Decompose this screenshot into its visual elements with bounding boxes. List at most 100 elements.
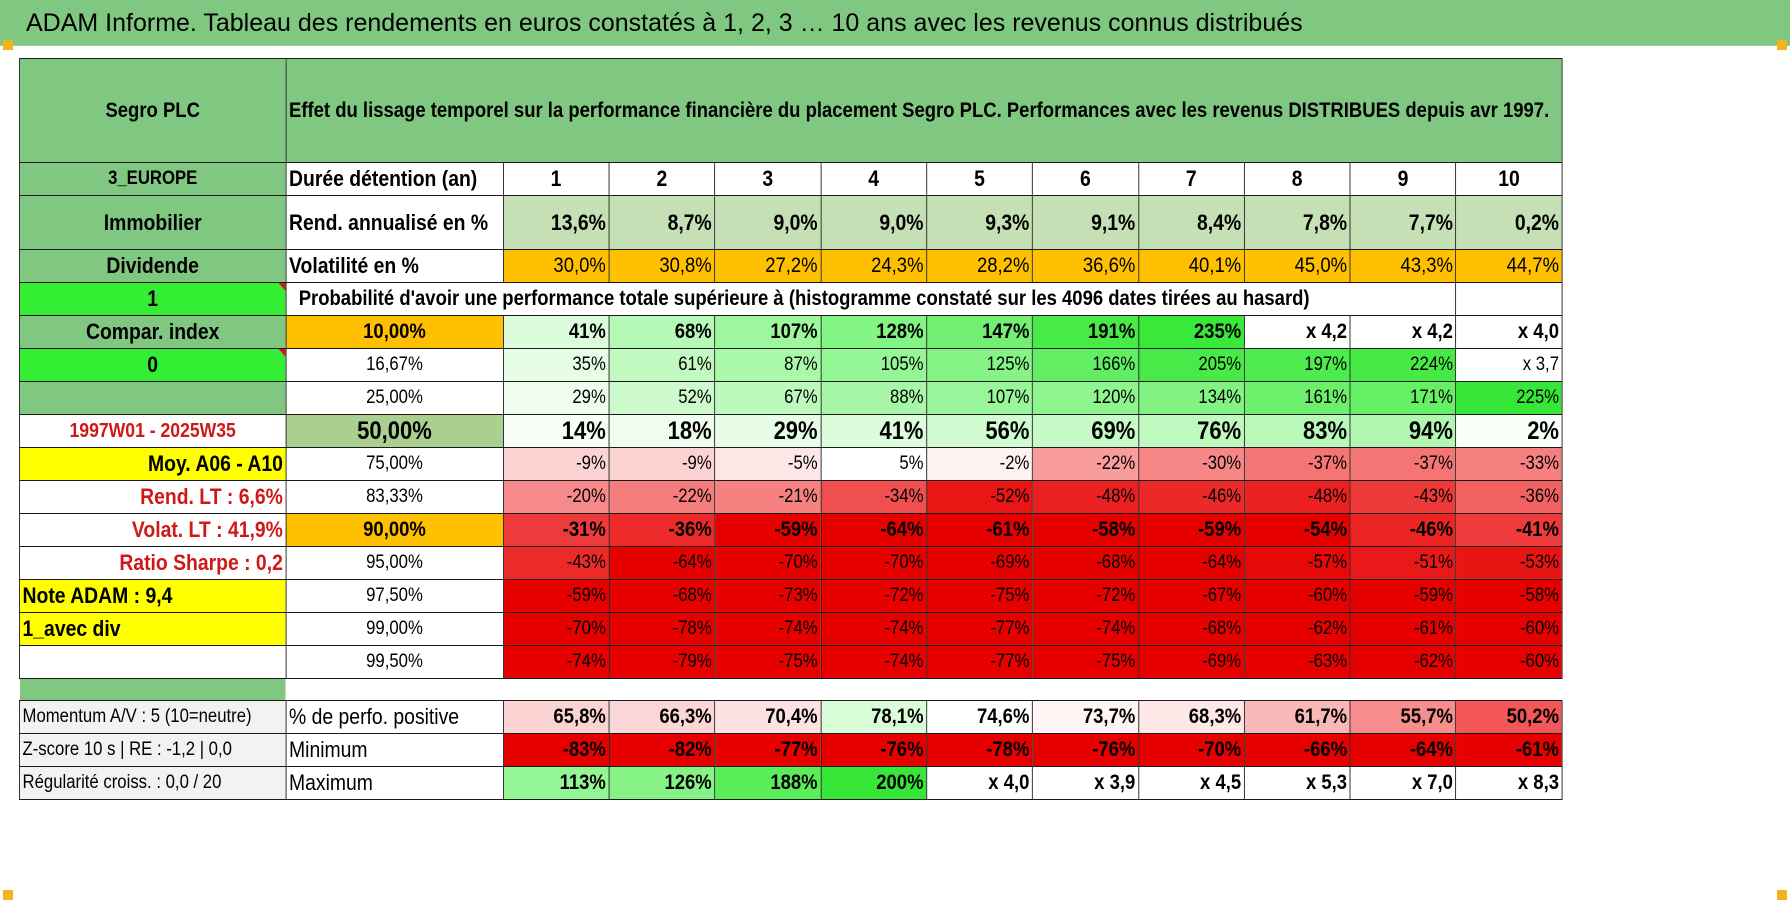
note-adam-cell[interactable]: Note ADAM : 9,4: [19, 579, 287, 613]
probability-threshold-cell[interactable]: 95,00%: [285, 546, 504, 580]
prob-value-cell[interactable]: -36%: [608, 513, 716, 547]
prob-value-cell[interactable]: -75%: [926, 579, 1033, 613]
bottom-value-cell[interactable]: x 7,0: [1349, 766, 1457, 800]
prob-value-cell[interactable]: -74%: [502, 645, 610, 679]
prob-value-cell[interactable]: -63%: [1243, 645, 1351, 679]
prob-value-cell[interactable]: -69%: [1137, 645, 1245, 679]
sharpe-cell[interactable]: Ratio Sharpe : 0,2: [19, 546, 287, 580]
vol-value-cell[interactable]: 30,8%: [608, 249, 716, 283]
prob-value-cell[interactable]: 134%: [1137, 381, 1245, 415]
rend-value-cell[interactable]: 13,6%: [502, 195, 610, 250]
probability-threshold-cell[interactable]: 99,50%: [285, 645, 504, 679]
prob-value-cell[interactable]: 166%: [1032, 348, 1139, 382]
bottom-value-cell[interactable]: -76%: [820, 733, 928, 767]
prob-value-cell[interactable]: 41%: [502, 315, 610, 349]
prob-value-cell[interactable]: -70%: [502, 612, 610, 646]
bottom-value-cell[interactable]: -83%: [502, 733, 610, 767]
year-header-cell[interactable]: 1: [502, 162, 610, 196]
prob-value-cell[interactable]: -68%: [608, 579, 716, 613]
year-header-cell[interactable]: 7: [1137, 162, 1245, 196]
prob-value-cell[interactable]: -67%: [1137, 579, 1245, 613]
bottom-value-cell[interactable]: 200%: [820, 766, 928, 800]
bottom-left-label-cell[interactable]: Z-score 10 s | RE : -1,2 | 0,0: [19, 733, 287, 767]
avec-div-cell[interactable]: 1_avec div: [19, 612, 287, 646]
bottom-value-cell[interactable]: 50,2%: [1455, 700, 1563, 734]
rend-value-cell[interactable]: 7,8%: [1243, 195, 1351, 250]
bottom-row-label-cell[interactable]: % de perfo. positive: [285, 700, 504, 734]
bottom-row-label-cell[interactable]: Minimum: [285, 733, 504, 767]
probability-threshold-cell[interactable]: 25,00%: [285, 381, 504, 415]
bottom-value-cell[interactable]: -76%: [1032, 733, 1139, 767]
prob-value-cell[interactable]: -59%: [1349, 579, 1457, 613]
bottom-value-cell[interactable]: -82%: [608, 733, 716, 767]
prob-value-cell[interactable]: -62%: [1243, 612, 1351, 646]
prob-value-cell[interactable]: 147%: [926, 315, 1033, 349]
compar-label-cell[interactable]: Compar. index: [19, 315, 287, 349]
prob-value-cell[interactable]: -62%: [1349, 645, 1457, 679]
spacer-cell[interactable]: [286, 679, 1562, 701]
prob-value-cell[interactable]: 191%: [1032, 315, 1139, 349]
year-header-cell[interactable]: 2: [608, 162, 716, 196]
prob-value-cell[interactable]: -5%: [714, 447, 822, 481]
bottom-value-cell[interactable]: 74,6%: [926, 700, 1033, 734]
prob-value-cell[interactable]: -31%: [502, 513, 610, 547]
bottom-value-cell[interactable]: 61,7%: [1243, 700, 1351, 734]
prob-value-cell[interactable]: -77%: [926, 645, 1033, 679]
prob-value-cell[interactable]: -69%: [926, 546, 1033, 580]
probability-threshold-cell[interactable]: 83,33%: [285, 480, 504, 514]
prob-value-cell[interactable]: -60%: [1455, 645, 1563, 679]
probability-threshold-cell[interactable]: 90,00%: [285, 513, 504, 547]
prob-value-cell[interactable]: -60%: [1243, 579, 1351, 613]
prob-value-cell[interactable]: 76%: [1137, 414, 1245, 448]
prob-value-cell[interactable]: -74%: [820, 645, 928, 679]
prob-value-cell[interactable]: 88%: [820, 381, 928, 415]
prob-value-cell[interactable]: -72%: [820, 579, 928, 613]
prob-value-cell[interactable]: -75%: [714, 645, 822, 679]
prob-value-cell[interactable]: x 4,2: [1349, 315, 1457, 349]
bottom-value-cell[interactable]: x 4,0: [926, 766, 1033, 800]
prob-value-cell[interactable]: -41%: [1455, 513, 1563, 547]
left-empty-cell[interactable]: [19, 381, 287, 415]
prob-value-cell[interactable]: -70%: [820, 546, 928, 580]
prob-value-cell[interactable]: 161%: [1243, 381, 1351, 415]
bottom-left-label-cell[interactable]: Régularité croiss. : 0,0 / 20: [19, 766, 287, 800]
bottom-value-cell[interactable]: 70,4%: [714, 700, 822, 734]
spacer-green-cell[interactable]: [19, 678, 286, 701]
rend-value-cell[interactable]: 7,7%: [1349, 195, 1457, 250]
prob-value-cell[interactable]: 224%: [1349, 348, 1457, 382]
prob-value-cell[interactable]: -64%: [820, 513, 928, 547]
prob-value-cell[interactable]: -75%: [1032, 645, 1139, 679]
prob-value-cell[interactable]: -59%: [502, 579, 610, 613]
prob-value-cell[interactable]: 171%: [1349, 381, 1457, 415]
selection-handle-bottom-left[interactable]: [3, 890, 13, 900]
bottom-value-cell[interactable]: -78%: [926, 733, 1033, 767]
prob-value-cell[interactable]: -54%: [1243, 513, 1351, 547]
flag2-cell[interactable]: 0: [19, 348, 287, 382]
prob-value-cell[interactable]: -33%: [1455, 447, 1563, 481]
prob-value-cell[interactable]: -60%: [1455, 612, 1563, 646]
bottom-value-cell[interactable]: 66,3%: [608, 700, 716, 734]
volat-lt-cell[interactable]: Volat. LT : 41,9%: [19, 513, 287, 547]
bottom-value-cell[interactable]: -64%: [1349, 733, 1457, 767]
bottom-row-label-cell[interactable]: Maximum: [285, 766, 504, 800]
prob-value-cell[interactable]: -78%: [608, 612, 716, 646]
bottom-value-cell[interactable]: -70%: [1137, 733, 1245, 767]
vol-value-cell[interactable]: 30,0%: [502, 249, 610, 283]
prob-value-cell[interactable]: -61%: [926, 513, 1033, 547]
prob-value-cell[interactable]: -34%: [820, 480, 928, 514]
year-header-cell[interactable]: 5: [926, 162, 1033, 196]
year-header-cell[interactable]: 6: [1032, 162, 1139, 196]
prob-value-cell[interactable]: -72%: [1032, 579, 1139, 613]
prob-value-cell[interactable]: 29%: [502, 381, 610, 415]
year-header-cell[interactable]: 3: [714, 162, 822, 196]
bottom-value-cell[interactable]: 55,7%: [1349, 700, 1457, 734]
asset-name-cell[interactable]: Segro PLC: [19, 58, 287, 163]
prob-value-cell[interactable]: -46%: [1137, 480, 1245, 514]
prob-value-cell[interactable]: -48%: [1032, 480, 1139, 514]
prob-value-cell[interactable]: -22%: [1032, 447, 1139, 481]
prob-value-cell[interactable]: -43%: [1349, 480, 1457, 514]
prob-value-cell[interactable]: -70%: [714, 546, 822, 580]
prob-value-cell[interactable]: -68%: [1032, 546, 1139, 580]
region-cell[interactable]: 3_EUROPE: [19, 162, 287, 196]
prob-value-cell[interactable]: 94%: [1349, 414, 1457, 448]
